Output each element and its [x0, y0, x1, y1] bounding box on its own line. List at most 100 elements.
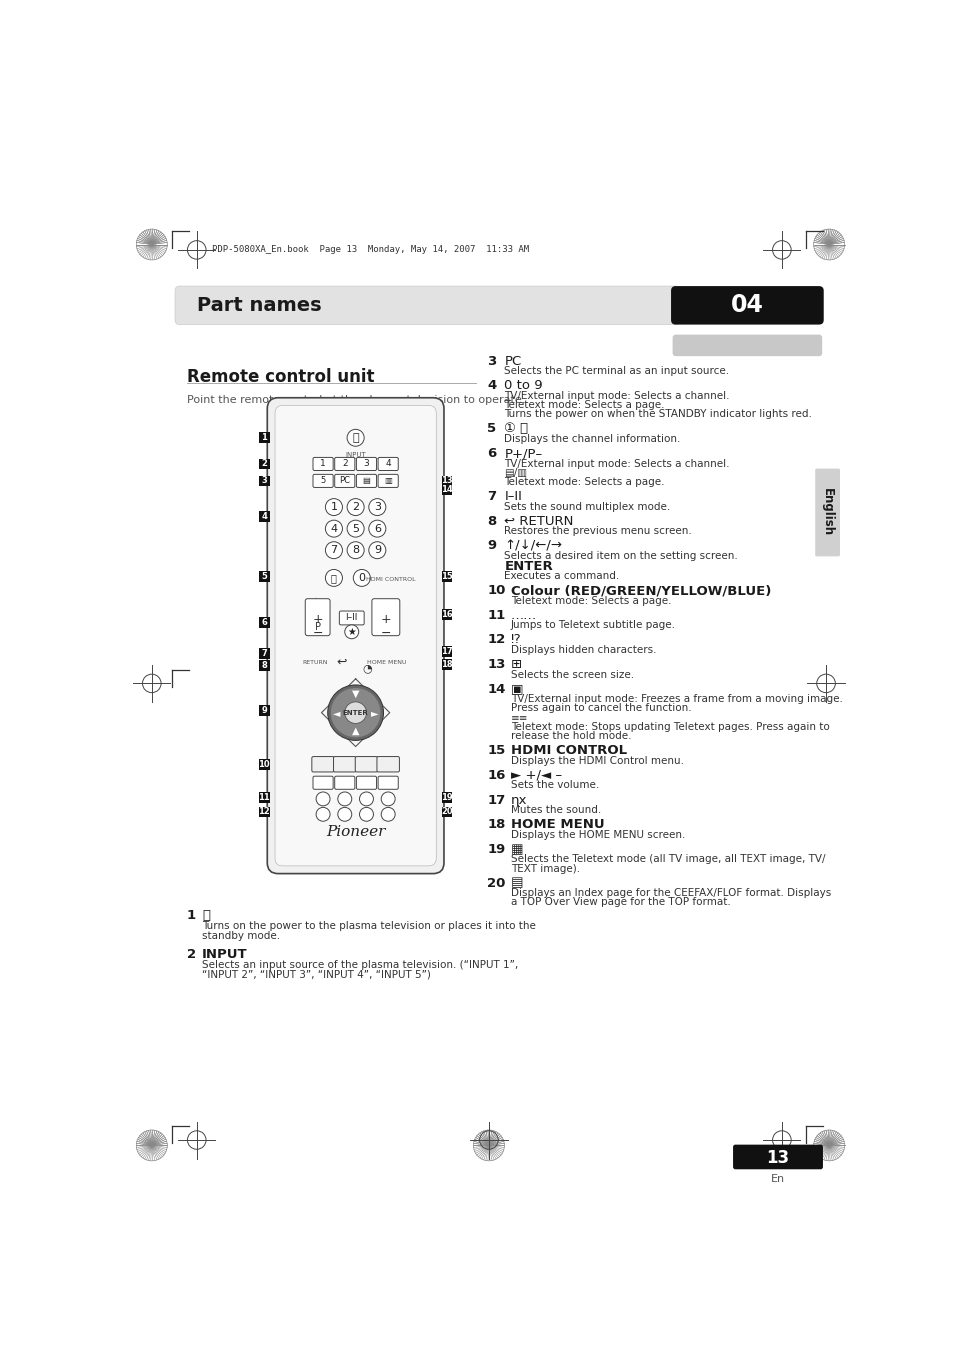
- Text: 7: 7: [261, 648, 267, 658]
- Text: ① ⌚: ① ⌚: [504, 423, 528, 435]
- Text: Pioneer: Pioneer: [326, 825, 385, 839]
- Text: +: +: [380, 613, 391, 626]
- Circle shape: [369, 499, 385, 516]
- Text: ↑/↓/←/→: ↑/↓/←/→: [504, 539, 562, 553]
- Text: ▣: ▣: [510, 682, 522, 696]
- Text: 1: 1: [187, 909, 195, 921]
- FancyBboxPatch shape: [258, 661, 270, 671]
- FancyBboxPatch shape: [258, 807, 270, 817]
- FancyBboxPatch shape: [334, 757, 355, 771]
- Text: Teletext mode: Selects a page.: Teletext mode: Selects a page.: [504, 477, 664, 488]
- Circle shape: [359, 792, 373, 805]
- Text: INPUT: INPUT: [345, 451, 366, 458]
- Text: ► +/◄ –: ► +/◄ –: [510, 769, 561, 782]
- Text: 4: 4: [385, 459, 391, 469]
- FancyBboxPatch shape: [258, 511, 270, 521]
- Text: Turns the power on when the STANDBY indicator lights red.: Turns the power on when the STANDBY indi…: [504, 409, 811, 419]
- Text: TV/External input mode: Selects a channel.: TV/External input mode: Selects a channe…: [504, 390, 729, 401]
- Text: Turns on the power to the plasma television or places it into the: Turns on the power to the plasma televis…: [202, 921, 536, 931]
- Text: ⏻: ⏻: [202, 909, 210, 921]
- Text: 11: 11: [487, 609, 505, 621]
- Text: Colour (RED/GREEN/YELLOW/BLUE): Colour (RED/GREEN/YELLOW/BLUE): [510, 584, 770, 597]
- Text: 1: 1: [261, 434, 267, 442]
- Text: standby mode.: standby mode.: [202, 931, 280, 942]
- Circle shape: [325, 520, 342, 538]
- FancyBboxPatch shape: [258, 648, 270, 659]
- FancyBboxPatch shape: [258, 705, 270, 716]
- Text: ⏻: ⏻: [352, 432, 358, 443]
- Text: 19: 19: [441, 793, 453, 802]
- Text: HOME MENU: HOME MENU: [367, 661, 406, 665]
- Text: RETURN: RETURN: [302, 661, 328, 665]
- Text: ENTER: ENTER: [342, 709, 368, 716]
- Text: Selects the Teletext mode (all TV image, all TEXT image, TV/: Selects the Teletext mode (all TV image,…: [510, 854, 824, 865]
- Text: ⁉: ⁉: [510, 634, 519, 646]
- Circle shape: [347, 499, 364, 516]
- Text: 14: 14: [440, 485, 453, 494]
- FancyBboxPatch shape: [441, 571, 452, 582]
- Circle shape: [347, 520, 364, 538]
- Text: ▲: ▲: [312, 596, 318, 607]
- Text: Teletext mode: Selects a page.: Teletext mode: Selects a page.: [510, 596, 670, 605]
- Circle shape: [359, 808, 373, 821]
- FancyBboxPatch shape: [356, 474, 376, 488]
- Text: Ⓢ: Ⓢ: [331, 573, 336, 582]
- FancyBboxPatch shape: [335, 458, 355, 470]
- Text: 7: 7: [487, 490, 496, 503]
- FancyBboxPatch shape: [441, 807, 452, 817]
- FancyBboxPatch shape: [356, 458, 376, 470]
- Circle shape: [337, 792, 352, 805]
- Circle shape: [315, 792, 330, 805]
- Text: 8: 8: [352, 546, 359, 555]
- Text: Sets the volume.: Sets the volume.: [510, 781, 598, 790]
- Text: 4: 4: [330, 524, 337, 534]
- FancyBboxPatch shape: [258, 432, 270, 443]
- FancyBboxPatch shape: [313, 474, 333, 488]
- Text: Displays an Index page for the CEEFAX/FLOF format. Displays: Displays an Index page for the CEEFAX/FL…: [510, 888, 830, 898]
- FancyBboxPatch shape: [441, 792, 452, 802]
- Text: 3: 3: [487, 354, 497, 367]
- Text: I–II: I–II: [504, 490, 521, 503]
- FancyBboxPatch shape: [313, 777, 333, 789]
- Text: HOME MENU: HOME MENU: [510, 819, 603, 831]
- Text: ɳx: ɳx: [510, 793, 527, 807]
- Text: 10: 10: [258, 759, 270, 769]
- Text: English: English: [821, 489, 833, 536]
- Text: 3: 3: [374, 503, 380, 512]
- FancyBboxPatch shape: [672, 335, 821, 357]
- Text: 15: 15: [440, 571, 453, 581]
- FancyBboxPatch shape: [258, 571, 270, 582]
- Text: 6: 6: [261, 617, 267, 627]
- Text: INPUT: INPUT: [202, 947, 248, 961]
- Text: ↩: ↩: [336, 657, 347, 669]
- Text: 7: 7: [330, 546, 337, 555]
- Text: 18: 18: [487, 819, 505, 831]
- Text: release the hold mode.: release the hold mode.: [510, 731, 631, 742]
- FancyBboxPatch shape: [376, 757, 399, 771]
- Text: PC: PC: [504, 354, 521, 367]
- Text: Displays the HDMI Control menu.: Displays the HDMI Control menu.: [510, 755, 683, 766]
- FancyBboxPatch shape: [274, 405, 436, 866]
- Circle shape: [347, 542, 364, 559]
- Circle shape: [331, 688, 380, 738]
- Text: TEXT image).: TEXT image).: [510, 863, 579, 874]
- Text: 04: 04: [730, 293, 762, 317]
- Text: I–II: I–II: [345, 613, 357, 623]
- Text: 12: 12: [487, 634, 505, 646]
- FancyBboxPatch shape: [258, 792, 270, 802]
- Text: ↩ RETURN: ↩ RETURN: [504, 515, 573, 528]
- Text: 20: 20: [441, 808, 453, 816]
- Text: En: En: [770, 1174, 784, 1183]
- Text: ◔: ◔: [362, 663, 372, 674]
- Text: Selects an input source of the plasma television. (“INPUT 1”,: Selects an input source of the plasma te…: [202, 959, 517, 970]
- Text: 5: 5: [261, 571, 267, 581]
- Text: ⊞: ⊞: [510, 658, 521, 671]
- Text: −: −: [312, 627, 322, 640]
- FancyBboxPatch shape: [377, 777, 397, 789]
- Circle shape: [344, 703, 366, 723]
- Circle shape: [315, 808, 330, 821]
- Text: 0: 0: [358, 573, 365, 582]
- FancyBboxPatch shape: [355, 757, 377, 771]
- Circle shape: [325, 542, 342, 559]
- Text: 2: 2: [261, 459, 267, 469]
